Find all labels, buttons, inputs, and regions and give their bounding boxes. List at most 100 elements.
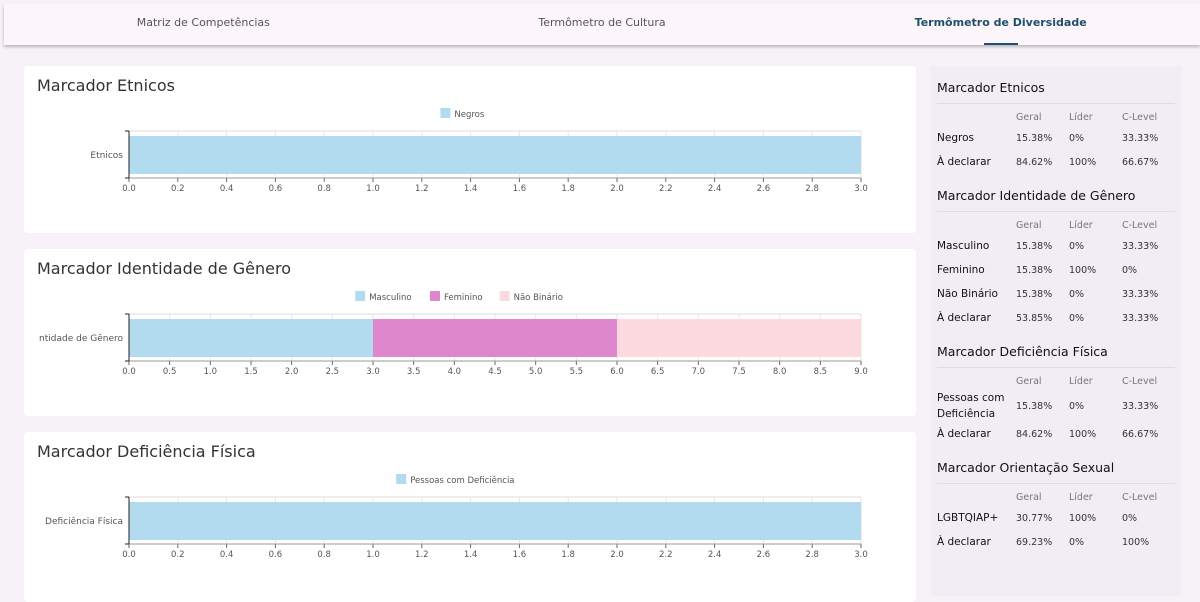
column-header: Geral (1016, 491, 1042, 503)
x-tick-label: 0.5 (163, 367, 177, 377)
x-tick-label: 0.0 (122, 550, 136, 560)
cell-value: 33.33% (1122, 240, 1159, 252)
x-tick-label: 1.4 (464, 550, 478, 560)
x-tick-label: 1.0 (204, 367, 218, 377)
chart-title: Marcador Deficiência Física (37, 442, 256, 461)
cell-value: 100% (1069, 428, 1097, 440)
x-tick-label: 2.0 (610, 550, 624, 560)
table-row: À declarar 53.85% 0% 33.33% (937, 306, 1175, 330)
table-row: Feminino 15.38% 100% 0% (937, 258, 1175, 282)
cell-value: 15.38% (1016, 400, 1053, 412)
cell-value: 84.62% (1016, 156, 1053, 168)
row-label: LGBTQIAP+ (937, 512, 999, 524)
cell-value: 15.38% (1016, 264, 1053, 276)
legend-swatch (440, 108, 451, 118)
row-label: Pessoas com Deficiência (937, 392, 1005, 420)
cell-value: 100% (1069, 512, 1097, 524)
column-header: Líder (1069, 375, 1093, 387)
cell-value: 33.33% (1122, 400, 1159, 412)
x-tick-label: 2.8 (805, 184, 819, 194)
x-tick-label: 2.6 (757, 184, 771, 194)
bar-feminino (373, 319, 617, 357)
chart-deficiencia: Pessoas com Deficiência 0.0 0.2 0.4 0.6 0.8 1.… (45, 474, 868, 560)
header-row: Geral Líder C-Level (937, 484, 1175, 506)
x-tick-label: 2.0 (285, 367, 299, 377)
cell-value: 0% (1069, 312, 1085, 324)
cell-value: 100% (1069, 264, 1097, 276)
chart-title: Marcador Identidade de Gênero (37, 259, 291, 278)
x-tick-label: 1.6 (513, 184, 527, 194)
x-tick-label: 7.5 (732, 367, 746, 377)
header-row: Geral Líder C-Level (937, 368, 1175, 390)
x-tick-label: 0.4 (220, 550, 234, 560)
row-label: Masculino (937, 240, 990, 252)
chart-genero: Masculino Feminino Não Binário 0.0 0.5 1.0 1.5… (39, 291, 868, 377)
tab-matriz-competencias[interactable]: Matriz de Competências (136, 16, 270, 29)
chart-card-genero: Marcador Identidade de Gênero Masculino F… (24, 249, 916, 416)
section-title: Marcador Deficiência Física (937, 344, 1175, 368)
x-tick-label: 8.5 (814, 367, 828, 377)
row-label: Feminino (937, 264, 985, 276)
x-tick-label: 6.0 (610, 367, 624, 377)
legend-swatch (396, 474, 407, 484)
x-tick-label: 1.2 (415, 184, 429, 194)
x-tick-label: 2.8 (805, 550, 819, 560)
x-tick-label: 3.0 (854, 550, 868, 560)
x-tick-label: 7.0 (692, 367, 706, 377)
x-tick-label: 1.5 (244, 367, 258, 377)
row-label: À declarar (937, 428, 991, 440)
tab-termometro-diversidade[interactable]: Termômetro de Diversidade (801, 4, 1200, 45)
row-label: À declarar (937, 156, 991, 168)
x-tick-label: 5.5 (570, 367, 584, 377)
table-row: Não Binário 15.38% 0% 33.33% (937, 282, 1175, 306)
chart-title: Marcador Etnicos (37, 76, 175, 95)
header-row: Geral Líder C-Level (937, 104, 1175, 126)
row-label: À declarar (937, 312, 991, 324)
column-header: Líder (1069, 111, 1093, 123)
x-tick-label: 0.6 (269, 184, 283, 194)
chart-card-etnicos: Marcador Etnicos Negros 0.0 0.2 0.4 0.6 0.8 1.… (24, 66, 916, 233)
cell-value: 66.67% (1122, 156, 1159, 168)
summary-table: Geral Líder C-Level Masculino 15.38% 0% 33.33%… (937, 212, 1175, 330)
x-tick-label: 0.0 (122, 184, 136, 194)
cell-value: 69.23% (1016, 536, 1053, 548)
column-header: C-Level (1122, 375, 1158, 387)
cell-value: 15.38% (1016, 132, 1053, 144)
y-category-label: Etnicos (90, 151, 123, 161)
column-header: C-Level (1122, 219, 1158, 231)
x-tick-label: 2.4 (708, 184, 722, 194)
summary-table: Geral Líder C-Level LGBTQIAP+ 30.77% 100% 0% À … (937, 484, 1175, 554)
tab-termometro-cultura[interactable]: Termômetro de Cultura (538, 16, 666, 29)
x-tick-label: 1.8 (561, 550, 575, 560)
legend-label: Feminino (444, 293, 483, 303)
column-header: C-Level (1122, 111, 1158, 123)
x-tick-label: 2.6 (757, 550, 771, 560)
column-header: Líder (1069, 491, 1093, 503)
x-tick-label: 2.0 (610, 184, 624, 194)
cell-value: 0% (1069, 288, 1085, 300)
x-tick-label: 0.6 (269, 550, 283, 560)
chart-card-deficiencia: Marcador Deficiência Física Pessoas com … (24, 432, 916, 602)
cell-value: 15.38% (1016, 288, 1053, 300)
cell-value: 30.77% (1016, 512, 1053, 524)
x-tick-label: 1.4 (464, 184, 478, 194)
table-row: À declarar 84.62% 100% 66.67% (937, 150, 1175, 174)
row-label: Negros (937, 132, 974, 144)
table-row: LGBTQIAP+ 30.77% 100% 0% (937, 506, 1175, 530)
cell-value: 33.33% (1122, 312, 1159, 324)
y-category-label: Deficiência Física (45, 516, 123, 527)
legend-swatch (355, 291, 366, 301)
column-header: Geral (1016, 111, 1042, 123)
column-header: Líder (1069, 219, 1093, 231)
legend-swatch (430, 291, 440, 301)
cell-value: 0% (1122, 512, 1138, 524)
x-tick-label: 0.2 (171, 550, 185, 560)
x-tick-label: 6.5 (651, 367, 665, 377)
x-tick-label: 1.8 (561, 184, 575, 194)
summary-sidebar: Marcador Etnicos Geral Líder C-Level Negros 1… (930, 66, 1182, 596)
table-row: Negros 15.38% 0% 33.33% (937, 126, 1175, 150)
x-tick-label: 0.8 (317, 550, 331, 560)
table-row: Pessoas com Deficiência 15.38% 0% 33.33% (937, 390, 1175, 422)
cell-value: 33.33% (1122, 132, 1159, 144)
x-tick-label: 2.2 (659, 550, 673, 560)
